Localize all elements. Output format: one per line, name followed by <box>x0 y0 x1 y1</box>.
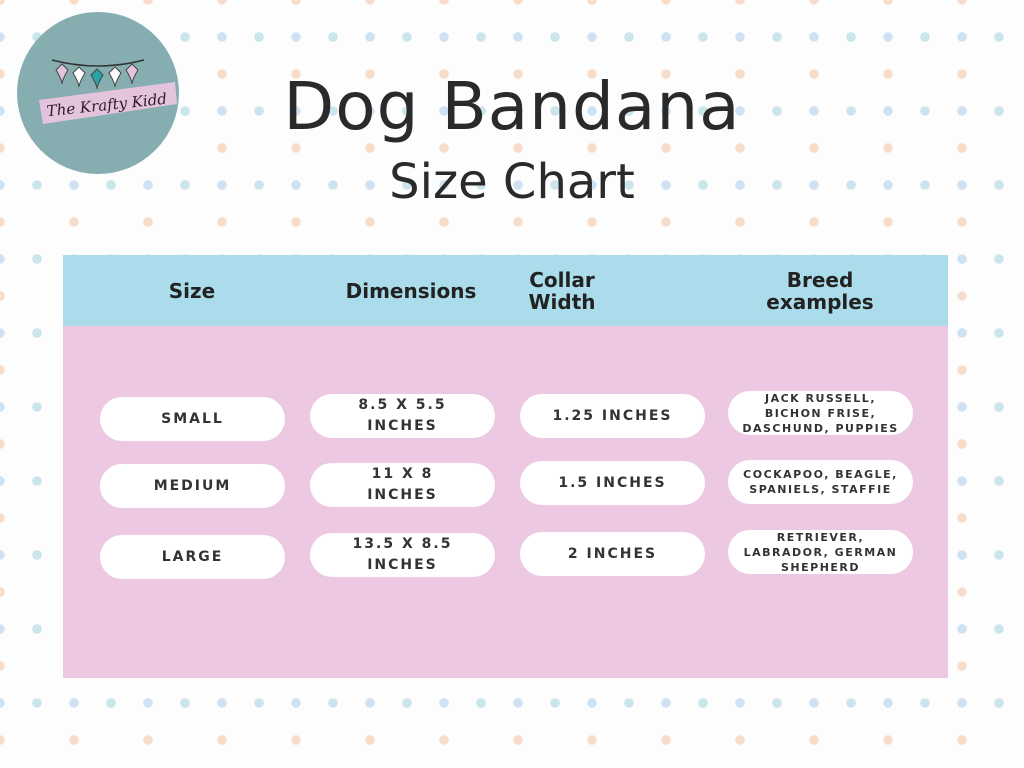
cell-collar-width: 1.25 INCHES <box>520 394 705 438</box>
cell-dimensions: 11 X 8 INCHES <box>310 463 495 507</box>
cell-collar-width: 2 INCHES <box>520 532 705 576</box>
cell-size: LARGE <box>100 535 285 579</box>
logo: The Krafty Kidd <box>17 12 179 174</box>
cell-breeds: RETRIEVER, LABRADOR, GERMAN SHEPHERD <box>728 530 913 574</box>
size-table: Size Dimensions Collar Width Breed examp… <box>63 255 948 678</box>
cell-dimensions: 8.5 X 5.5 INCHES <box>310 394 495 438</box>
header-size: Size <box>168 278 216 303</box>
cell-dimensions: 13.5 X 8.5 INCHES <box>310 533 495 577</box>
page-title: Dog Bandana <box>283 68 741 145</box>
table-header: Size Dimensions Collar Width Breed examp… <box>63 255 948 326</box>
cell-breeds: COCKAPOO, BEAGLE, SPANIELS, STAFFIE <box>728 460 913 504</box>
cell-breeds: JACK RUSSELL, BICHON FRISE, DASCHUND, PU… <box>728 391 913 435</box>
cell-collar-width: 1.5 INCHES <box>520 461 705 505</box>
cell-size: MEDIUM <box>100 464 285 508</box>
bunting-logo-icon: The Krafty Kidd <box>39 59 177 124</box>
header-breed-examples: Breed examples <box>766 267 874 314</box>
header-collar-width: Collar Width <box>528 267 596 314</box>
page-subtitle: Size Chart <box>389 154 635 210</box>
header-dimensions: Dimensions <box>345 278 477 303</box>
cell-size: SMALL <box>100 397 285 441</box>
